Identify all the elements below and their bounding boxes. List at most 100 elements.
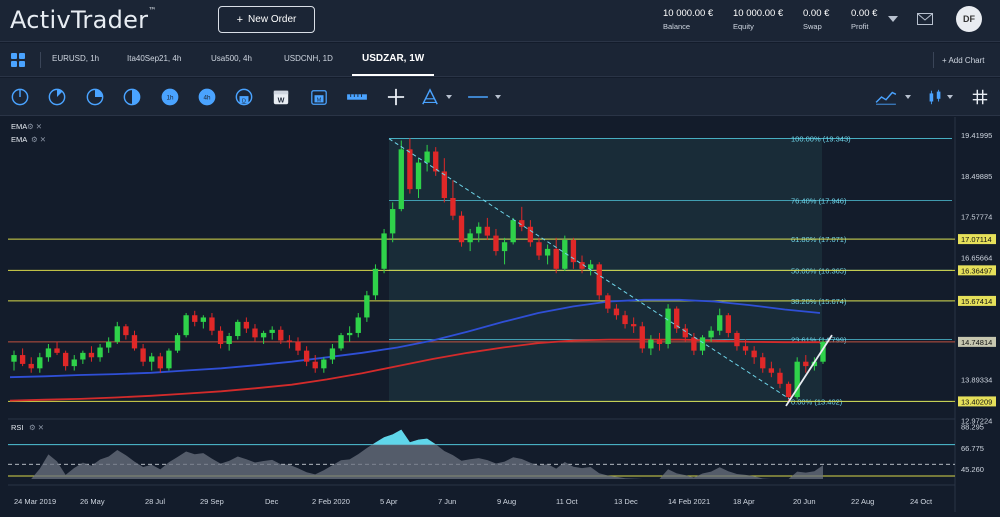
chart-15m-icon[interactable] bbox=[86, 88, 104, 106]
ema-fast-line bbox=[9, 298, 821, 379]
candle-body bbox=[742, 346, 749, 351]
active-tab-indicator bbox=[352, 74, 434, 76]
chart-daily-icon[interactable]: D bbox=[235, 88, 253, 106]
hash-grid-icon[interactable] bbox=[971, 88, 989, 106]
tab-ita40[interactable]: Ita40Sep21, 4h bbox=[127, 54, 182, 63]
candle-body bbox=[510, 220, 516, 243]
candle-body bbox=[760, 357, 766, 369]
x-axis-label: 24 Oct bbox=[910, 497, 933, 506]
svg-text:4h: 4h bbox=[203, 95, 211, 102]
candlestick-icon[interactable] bbox=[926, 88, 944, 106]
chart-30m-icon[interactable] bbox=[123, 88, 141, 106]
x-axis-label: Dec bbox=[265, 497, 279, 506]
candle-body bbox=[346, 332, 353, 336]
candle-body bbox=[338, 335, 344, 349]
settings-icon[interactable]: ⚙ ✕ bbox=[29, 423, 44, 432]
candle-body bbox=[11, 355, 17, 362]
tab-divider bbox=[40, 52, 41, 68]
chart-5m-icon[interactable] bbox=[48, 88, 66, 106]
crosshair-icon[interactable] bbox=[387, 88, 405, 106]
chart-monthly-icon[interactable]: M bbox=[310, 88, 328, 106]
price-label-text: 14.74814 bbox=[961, 338, 992, 347]
settings-icon[interactable]: ⚙ ✕ bbox=[31, 135, 46, 144]
tab-eurusd[interactable]: EURUSD, 1h bbox=[52, 54, 100, 63]
svg-text:M: M bbox=[317, 98, 322, 104]
fibonacci-label: 61.80% (17.071) bbox=[791, 235, 847, 244]
chart-type-icon[interactable] bbox=[873, 88, 899, 106]
candle-body bbox=[157, 356, 163, 369]
dashed-trendline bbox=[388, 138, 791, 400]
new-order-button[interactable]: + New Order bbox=[218, 6, 315, 33]
top-bar: ActivTrader™ + New Order 10 000.00 € Bal… bbox=[0, 0, 1000, 42]
price-label-text: 15.67414 bbox=[961, 297, 992, 306]
chevron-down-icon[interactable] bbox=[887, 11, 899, 27]
fibonacci-tool-icon[interactable] bbox=[421, 88, 439, 106]
chart-area[interactable]: 100.00% (19.343) 76.40% (17.946) 61.80% (1… bbox=[0, 117, 1000, 512]
price-tick-label: 17.57774 bbox=[961, 213, 992, 222]
trademark: ™ bbox=[148, 6, 157, 15]
candle-body bbox=[329, 348, 336, 360]
rsi-tick-label: 45.260 bbox=[961, 465, 984, 474]
balance-value: 10 000.00 € bbox=[663, 8, 714, 19]
candle-body bbox=[656, 339, 663, 344]
mail-icon[interactable] bbox=[917, 12, 933, 28]
candle-body bbox=[62, 352, 69, 367]
equity-value: 10 000.00 € bbox=[733, 8, 784, 19]
chevron-down-icon[interactable] bbox=[494, 93, 502, 101]
candle-body bbox=[269, 329, 275, 333]
settings-icon[interactable]: ⚙ ✕ bbox=[27, 122, 42, 131]
fibonacci-label: 76.40% (17.946) bbox=[791, 196, 847, 205]
svg-text:D: D bbox=[242, 98, 246, 104]
swap-stat: 0.00 € Swap bbox=[803, 8, 829, 31]
price-label-text: 17.07114 bbox=[961, 235, 992, 244]
x-axis-label: 22 Aug bbox=[851, 497, 874, 506]
chart-4h-icon[interactable]: 4h bbox=[198, 88, 216, 106]
chart-weekly-icon[interactable]: W bbox=[272, 88, 290, 106]
price-chart[interactable]: 100.00% (19.343) 76.40% (17.946) 61.80% (1… bbox=[0, 117, 1000, 512]
swap-label: Swap bbox=[803, 22, 822, 31]
candle-body bbox=[751, 350, 757, 358]
fibonacci-label: 23.61% (14.799) bbox=[791, 336, 847, 345]
tab-usdzar[interactable]: USDZAR, 1W bbox=[362, 53, 425, 64]
rsi-overbought-area bbox=[372, 429, 437, 445]
app-logo[interactable]: ActivTrader™ bbox=[10, 6, 157, 34]
balance-stat: 10 000.00 € Balance bbox=[663, 8, 713, 31]
balance-label: Balance bbox=[663, 22, 691, 31]
swap-value: 0.00 € bbox=[803, 8, 830, 19]
ruler-icon[interactable] bbox=[345, 88, 369, 106]
tab-usa500[interactable]: Usa500, 4h bbox=[211, 54, 252, 63]
candle-body bbox=[811, 361, 818, 367]
price-label-text: 13.40209 bbox=[961, 397, 992, 406]
candle-body bbox=[734, 332, 740, 347]
layout-grid-icon[interactable] bbox=[11, 53, 25, 67]
candle-body bbox=[295, 341, 301, 351]
tab-usdcnh[interactable]: USDCNH, 1D bbox=[284, 54, 333, 63]
ema-legend-1[interactable]: EMA bbox=[11, 122, 27, 131]
chevron-down-icon[interactable] bbox=[946, 93, 954, 101]
candle-body bbox=[174, 335, 181, 351]
candle-body bbox=[88, 352, 95, 358]
price-label-box bbox=[958, 234, 996, 245]
candle-body bbox=[648, 339, 654, 349]
avatar[interactable]: DF bbox=[956, 6, 982, 32]
candle-body bbox=[278, 329, 284, 341]
candle-body bbox=[450, 198, 456, 216]
chart-1h-icon[interactable]: 1h bbox=[161, 88, 179, 106]
line-tool-icon[interactable] bbox=[465, 88, 491, 106]
candle-body bbox=[364, 295, 370, 318]
chevron-down-icon[interactable] bbox=[445, 93, 453, 101]
rsi-area bbox=[22, 429, 824, 479]
candle-body bbox=[217, 330, 224, 344]
rsi-legend[interactable]: RSI bbox=[11, 423, 24, 432]
add-chart-button[interactable]: + Add Chart bbox=[942, 56, 985, 65]
candle-body bbox=[777, 372, 783, 384]
candle-body bbox=[820, 341, 826, 362]
ema-legend-2[interactable]: EMA bbox=[11, 135, 27, 144]
rsi-tick-label: 66.775 bbox=[961, 444, 984, 453]
profit-value: 0.00 € bbox=[851, 8, 878, 19]
chevron-down-icon[interactable] bbox=[904, 93, 912, 101]
candle-body bbox=[183, 315, 189, 336]
candle-body bbox=[166, 350, 172, 369]
candle-body bbox=[562, 240, 568, 269]
chart-1m-icon[interactable] bbox=[11, 88, 29, 106]
